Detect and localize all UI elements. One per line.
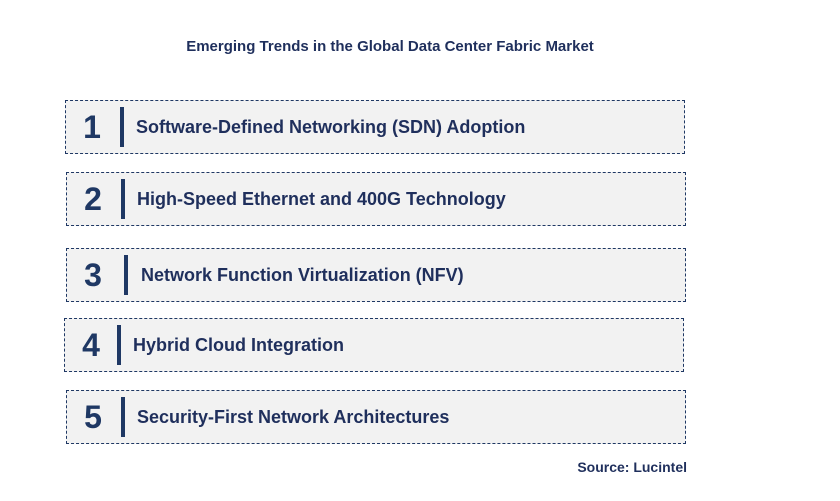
trend-label: Security-First Network Architectures [137, 406, 450, 427]
divider-bar [121, 179, 125, 219]
trend-number: 4 [82, 326, 100, 363]
page-title: Emerging Trends in the Global Data Cente… [186, 38, 594, 55]
trend-number: 2 [84, 180, 102, 217]
trend-item-1: 1 Software-Defined Networking (SDN) Adop… [65, 100, 685, 154]
trend-item-4: 4 Hybrid Cloud Integration [64, 318, 684, 372]
divider-bar [120, 107, 124, 147]
source-credit: Source: Lucintel [577, 459, 687, 475]
trend-number: 5 [84, 398, 102, 435]
trend-label: Hybrid Cloud Integration [133, 334, 344, 355]
trend-number: 1 [83, 108, 101, 145]
divider-bar [117, 325, 121, 365]
trend-label: Software-Defined Networking (SDN) Adopti… [136, 116, 526, 137]
trend-item-3: 3 Network Function Virtualization (NFV) [66, 248, 686, 302]
trend-label: Network Function Virtualization (NFV) [141, 264, 464, 285]
trend-item-5: 5 Security-First Network Architectures [66, 390, 686, 444]
trend-label: High-Speed Ethernet and 400G Technology [137, 188, 506, 209]
divider-bar [121, 397, 125, 437]
trend-number: 3 [84, 256, 102, 293]
trend-item-2: 2 High-Speed Ethernet and 400G Technolog… [66, 172, 686, 226]
divider-bar [124, 255, 128, 295]
